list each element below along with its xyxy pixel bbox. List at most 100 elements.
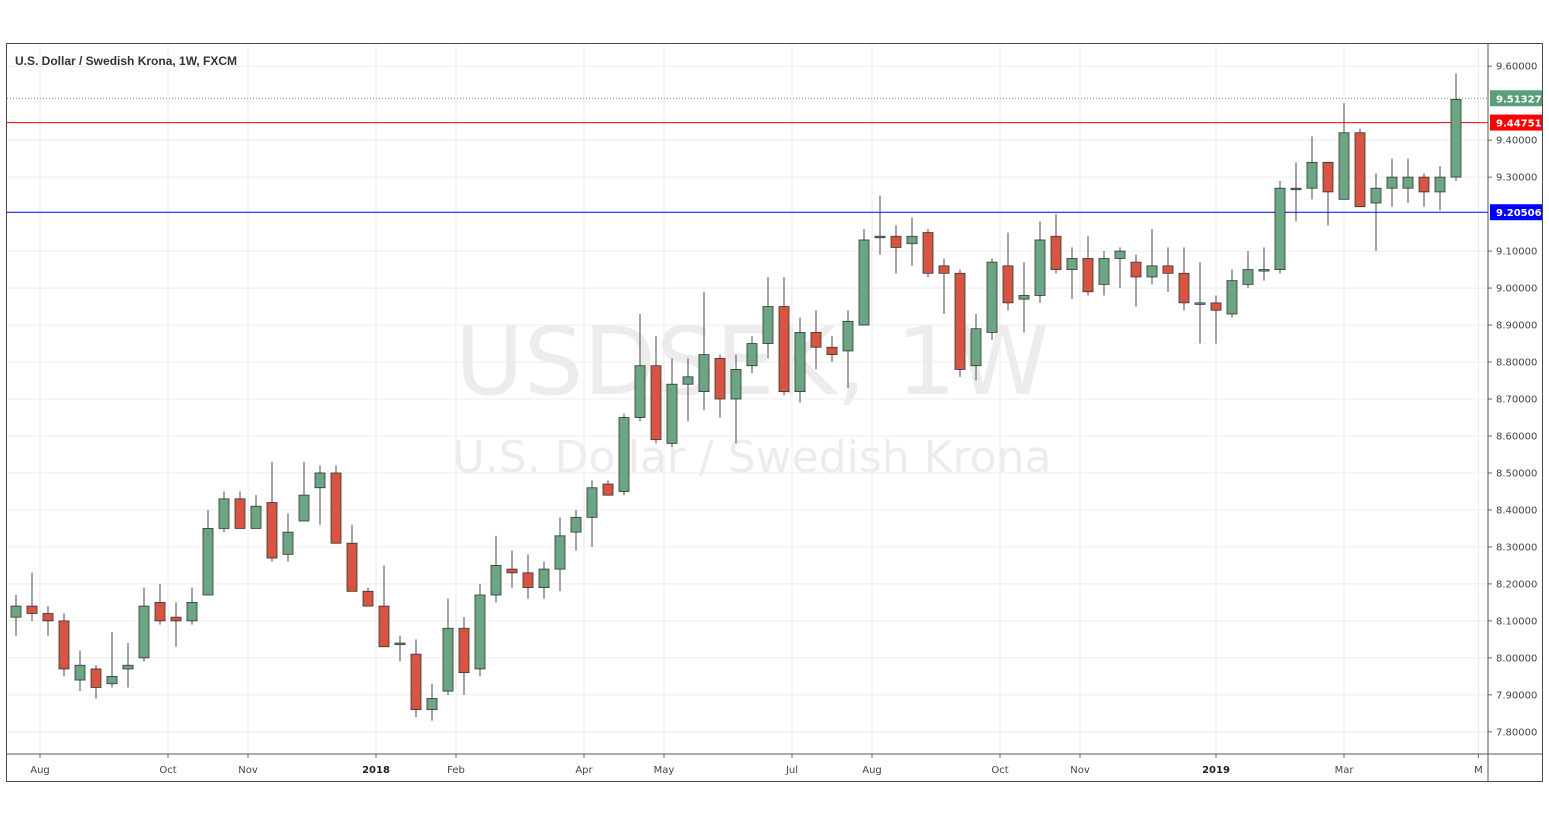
candle-up[interactable] xyxy=(634,365,646,418)
candle-down[interactable] xyxy=(458,627,470,674)
x-tick-label: 2018 xyxy=(362,765,390,776)
y-tick-label: 9.00000 xyxy=(1496,284,1537,295)
candle-down[interactable] xyxy=(1130,261,1142,278)
candle-up[interactable] xyxy=(202,528,214,596)
x-tick-label: Nov xyxy=(1070,765,1090,776)
candle-up[interactable] xyxy=(106,675,118,685)
candle-down[interactable] xyxy=(938,265,950,274)
candle-down[interactable] xyxy=(1002,265,1014,304)
candle-up[interactable] xyxy=(490,565,502,596)
candle-up[interactable] xyxy=(1018,295,1030,300)
candle-down[interactable] xyxy=(522,572,534,588)
candle-up[interactable] xyxy=(1338,132,1350,200)
candle-down[interactable] xyxy=(154,601,166,622)
candle-up[interactable] xyxy=(1066,258,1078,270)
candle-down[interactable] xyxy=(1178,272,1190,304)
candle-down[interactable] xyxy=(170,616,182,622)
candle-down[interactable] xyxy=(922,232,934,274)
candle-up[interactable] xyxy=(442,627,454,692)
candle-up[interactable] xyxy=(986,261,998,333)
candle-up[interactable] xyxy=(1274,187,1286,270)
candle-up[interactable] xyxy=(250,505,262,529)
candles[interactable] xyxy=(10,73,1462,721)
candle-up[interactable] xyxy=(842,320,854,352)
candle-up[interactable] xyxy=(1290,187,1302,191)
candle-up[interactable] xyxy=(1434,176,1446,193)
candle-down[interactable] xyxy=(714,357,726,400)
candle-down[interactable] xyxy=(1210,302,1222,311)
candle-down[interactable] xyxy=(1418,176,1430,193)
candle-down[interactable] xyxy=(346,542,358,592)
y-tick-label: 9.30000 xyxy=(1496,173,1537,184)
candle-up[interactable] xyxy=(1098,258,1110,285)
candle-down[interactable] xyxy=(42,613,54,622)
candle-down[interactable] xyxy=(890,235,902,248)
candle-up[interactable] xyxy=(554,535,566,570)
candle-down[interactable] xyxy=(266,502,278,559)
candle-up[interactable] xyxy=(1450,99,1462,178)
candle-up[interactable] xyxy=(794,332,806,393)
candle-up[interactable] xyxy=(730,369,742,400)
candlestick-chart[interactable]: USDSEK, 1W U.S. Dollar / Swedish Krona 9… xyxy=(7,44,1542,781)
candle-down[interactable] xyxy=(1322,161,1334,193)
candle-up[interactable] xyxy=(1034,239,1046,296)
candle-down[interactable] xyxy=(410,653,422,711)
candle-down[interactable] xyxy=(90,668,102,688)
candle-down[interactable] xyxy=(26,605,38,614)
price-badge-label: 9.44751 xyxy=(1496,119,1542,130)
candle-up[interactable] xyxy=(122,664,134,670)
candle-up[interactable] xyxy=(138,605,150,659)
candle-down[interactable] xyxy=(810,332,822,348)
candle-up[interactable] xyxy=(74,664,86,681)
candle-down[interactable] xyxy=(378,605,390,648)
candle-up[interactable] xyxy=(1226,280,1238,315)
candle-up[interactable] xyxy=(1146,265,1158,278)
candle-up[interactable] xyxy=(282,531,294,555)
candle-up[interactable] xyxy=(682,376,694,385)
candle-down[interactable] xyxy=(330,472,342,544)
candle-down[interactable] xyxy=(58,620,70,670)
candle-up[interactable] xyxy=(10,605,22,618)
candle-up[interactable] xyxy=(698,354,710,393)
candle-up[interactable] xyxy=(1114,250,1126,259)
chart-title: U.S. Dollar / Swedish Krona, 1W, FXCM xyxy=(15,54,237,68)
candle-up[interactable] xyxy=(618,417,630,492)
candle-up[interactable] xyxy=(394,642,406,645)
candle-down[interactable] xyxy=(234,498,246,529)
candle-up[interactable] xyxy=(1370,187,1382,204)
candle-up[interactable] xyxy=(426,698,438,711)
candle-up[interactable] xyxy=(218,498,230,529)
candle-up[interactable] xyxy=(1242,269,1254,285)
candle-up[interactable] xyxy=(858,239,870,326)
candle-up[interactable] xyxy=(1306,161,1318,189)
candle-down[interactable] xyxy=(602,483,614,496)
candle-down[interactable] xyxy=(506,568,518,574)
candle-up[interactable] xyxy=(970,328,982,367)
candle-down[interactable] xyxy=(778,306,790,393)
candle-up[interactable] xyxy=(746,343,758,367)
candle-up[interactable] xyxy=(1258,269,1270,272)
candle-down[interactable] xyxy=(1050,235,1062,270)
candle-up[interactable] xyxy=(906,235,918,245)
candle-up[interactable] xyxy=(586,487,598,518)
candle-up[interactable] xyxy=(762,306,774,344)
candle-down[interactable] xyxy=(954,272,966,370)
candle-up[interactable] xyxy=(474,594,486,670)
candle-up[interactable] xyxy=(1194,302,1206,305)
candle-down[interactable] xyxy=(1082,258,1094,293)
candle-down[interactable] xyxy=(650,365,662,441)
candle-up[interactable] xyxy=(1386,176,1398,189)
candle-down[interactable] xyxy=(1162,265,1174,274)
candle-up[interactable] xyxy=(874,235,886,239)
candle-up[interactable] xyxy=(298,494,310,522)
candle-down[interactable] xyxy=(826,346,838,356)
candle-up[interactable] xyxy=(1402,176,1414,189)
candle-up[interactable] xyxy=(314,472,326,489)
candle-down[interactable] xyxy=(1354,132,1366,208)
candle-up[interactable] xyxy=(570,516,582,533)
candle-up[interactable] xyxy=(186,601,198,622)
candle-down[interactable] xyxy=(362,590,374,607)
candle-up[interactable] xyxy=(538,568,550,588)
y-tick-label: 8.00000 xyxy=(1496,653,1537,664)
candle-up[interactable] xyxy=(666,383,678,444)
